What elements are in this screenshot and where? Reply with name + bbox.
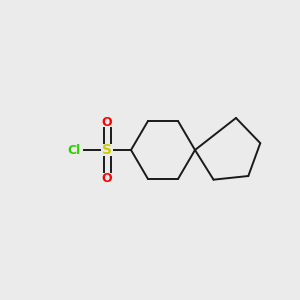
Text: O: O [102,172,112,184]
Text: O: O [102,116,112,128]
Text: Cl: Cl [68,143,81,157]
Text: S: S [102,143,112,157]
